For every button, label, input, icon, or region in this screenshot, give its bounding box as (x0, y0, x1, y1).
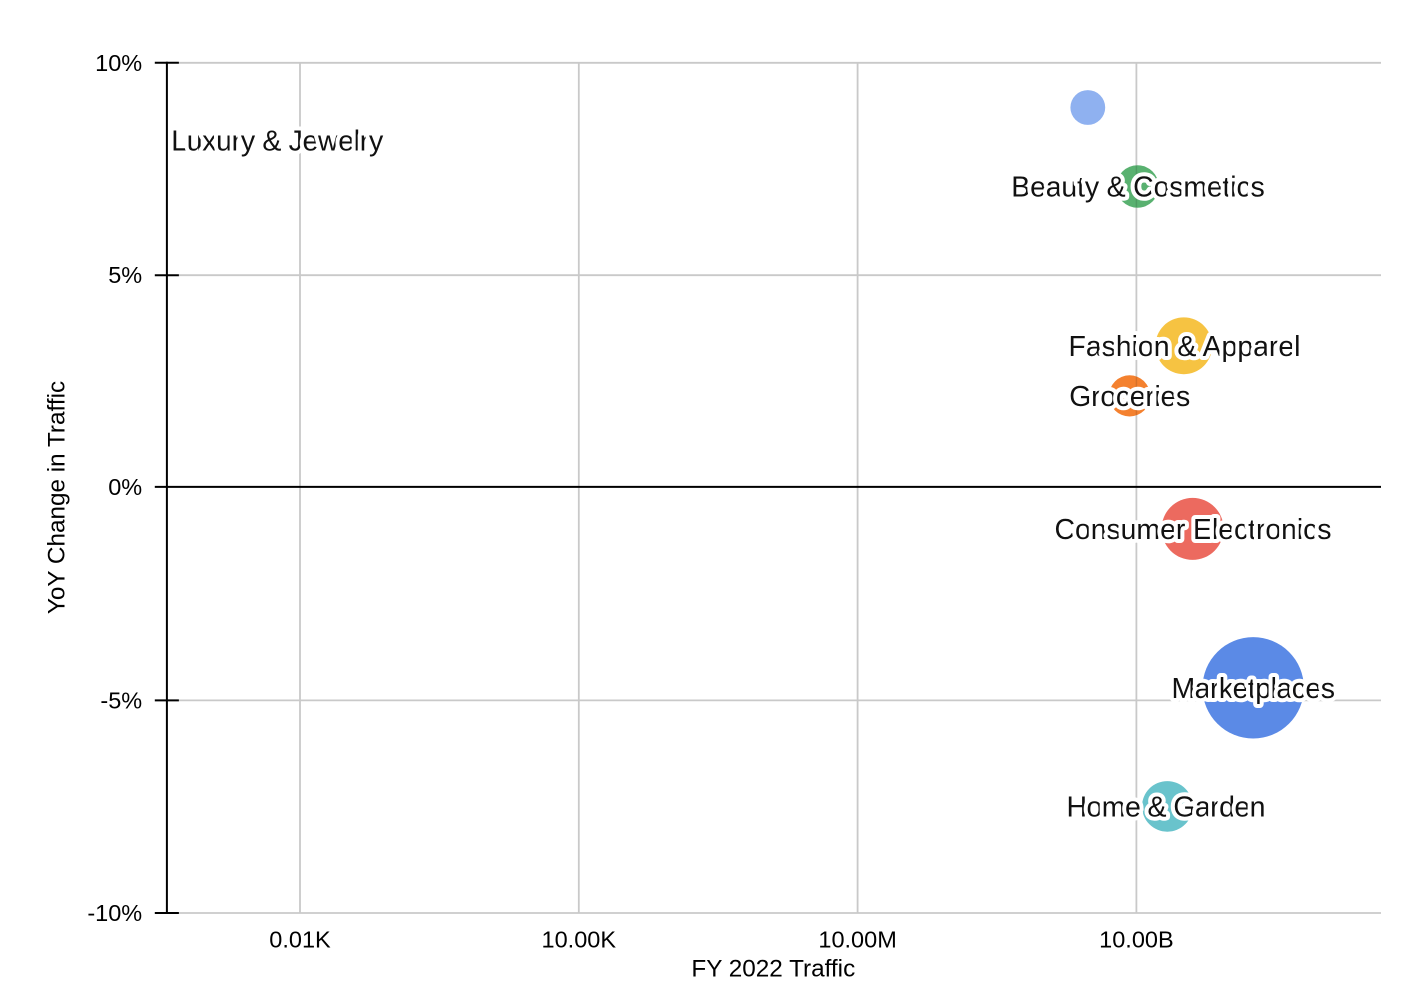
svg-text:0%: 0% (108, 474, 142, 500)
svg-text:Home & Garden: Home & Garden (1067, 791, 1266, 823)
svg-text:10.00M: 10.00M (818, 927, 896, 953)
svg-text:Consumer Electronics: Consumer Electronics (1055, 514, 1332, 546)
svg-text:0.01K: 0.01K (269, 927, 331, 953)
svg-text:5%: 5% (108, 262, 142, 288)
svg-text:10.00K: 10.00K (542, 927, 617, 953)
svg-text:10.00B: 10.00B (1099, 927, 1173, 953)
svg-text:-5%: -5% (100, 687, 142, 713)
svg-text:FY 2022 Traffic: FY 2022 Traffic (691, 955, 855, 982)
svg-text:YoY Change in Traffic: YoY Change in Traffic (43, 381, 70, 614)
svg-text:10%: 10% (95, 50, 142, 76)
svg-text:Fashion & Apparel: Fashion & Apparel (1069, 331, 1301, 363)
svg-text:Beauty & Cosmetics: Beauty & Cosmetics (1011, 172, 1265, 204)
svg-text:Luxury & Jewelry: Luxury & Jewelry (171, 126, 384, 158)
svg-text:-10%: -10% (87, 900, 142, 926)
svg-text:Marketplaces: Marketplaces (1171, 673, 1335, 705)
svg-text:Groceries: Groceries (1069, 381, 1190, 413)
